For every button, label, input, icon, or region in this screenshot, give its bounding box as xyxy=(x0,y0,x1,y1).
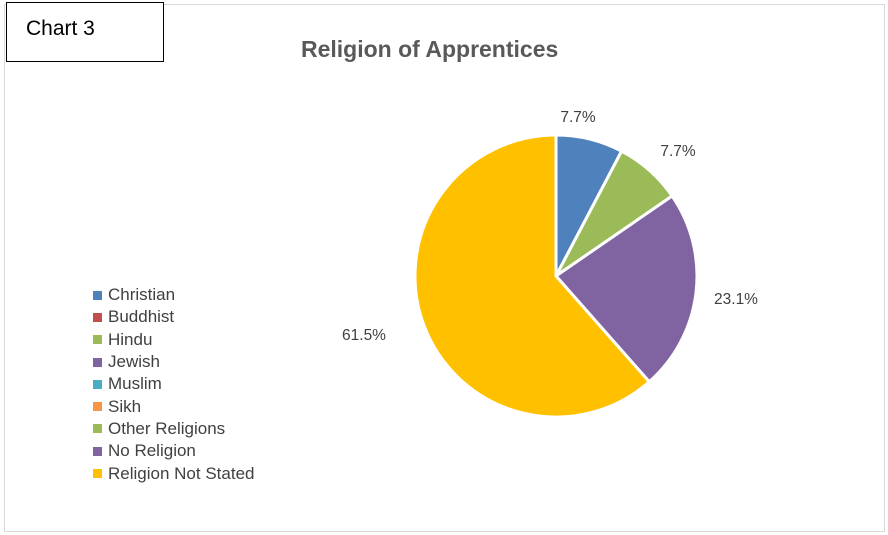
data-label-hindu: 7.7% xyxy=(660,143,696,160)
legend-label: Other Religions xyxy=(108,418,226,438)
data-label-christian: 7.7% xyxy=(560,109,596,126)
legend-item-christian: Christian xyxy=(93,284,254,306)
legend-label: Religion Not Stated xyxy=(108,463,255,483)
legend-item-muslim: Muslim xyxy=(93,373,254,395)
legend-item-other-religions: Other Religions xyxy=(93,418,254,440)
chart-number-label: Chart 3 xyxy=(26,17,95,40)
legend-swatch xyxy=(93,469,102,479)
legend-item-hindu: Hindu xyxy=(93,329,254,351)
legend-swatch xyxy=(93,312,102,322)
chart-legend: Christian Buddhist Hindu Jewish Muslim Sikh Ot… xyxy=(93,284,254,485)
legend-label: No Religion xyxy=(108,441,196,461)
legend-item-religion-not-stated: Religion Not Stated xyxy=(93,462,254,484)
legend-label: Buddhist xyxy=(108,307,175,327)
pie-slice-no-religion xyxy=(553,193,699,384)
legend-item-no-religion: No Religion xyxy=(93,440,254,462)
data-label-no-religion: 23.1% xyxy=(714,291,758,308)
legend-label: Christian xyxy=(108,285,176,305)
chart-number-box: Chart 3 xyxy=(6,2,164,62)
legend-swatch xyxy=(93,357,102,367)
legend-swatch xyxy=(93,290,102,300)
legend-label: Jewish xyxy=(108,352,160,372)
legend-swatch xyxy=(93,424,102,434)
legend-label: Sikh xyxy=(108,396,142,416)
chart-area xyxy=(4,4,885,532)
chart-title: Religion of Apprentices xyxy=(301,36,559,62)
legend-item-sikh: Sikh xyxy=(93,395,254,417)
legend-label: Hindu xyxy=(108,329,153,349)
legend-swatch xyxy=(93,402,102,412)
legend-label: Muslim xyxy=(108,374,162,394)
data-label-religion-not-stated: 61.5% xyxy=(342,327,386,344)
legend-swatch xyxy=(93,446,102,456)
legend-swatch xyxy=(93,335,102,345)
pie-slice-religion-not-stated xyxy=(413,133,652,419)
legend-item-buddhist: Buddhist xyxy=(93,306,254,328)
legend-swatch xyxy=(93,379,102,389)
legend-item-jewish: Jewish xyxy=(93,351,254,373)
